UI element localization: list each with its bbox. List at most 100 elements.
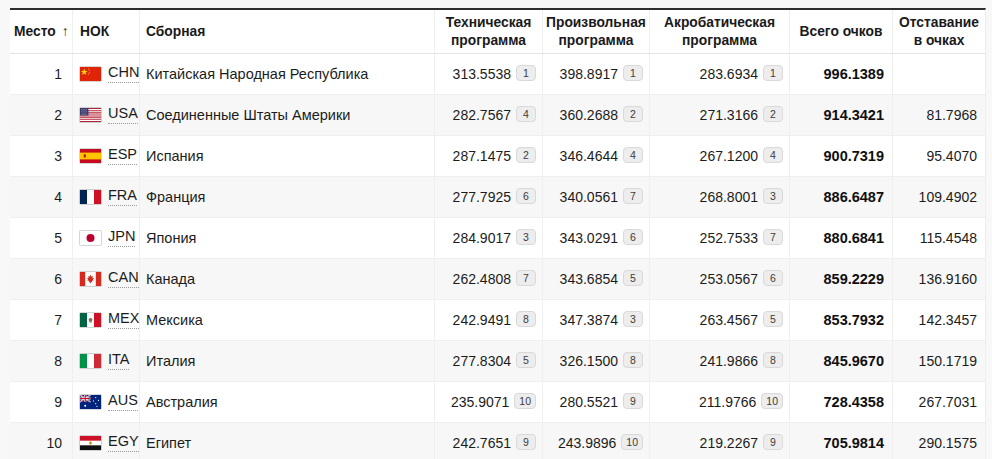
technical-rank-badge: 2: [516, 147, 536, 163]
header-cell-total[interactable]: Всего очков: [790, 10, 892, 53]
team-name: Египет: [146, 435, 191, 451]
acrobatic-rank-badge: 5: [763, 311, 783, 327]
noc-cell: FRA: [73, 177, 139, 217]
country-flag-icon: [80, 108, 101, 122]
technical-score-value: 242.9491: [453, 312, 511, 328]
acrobatic-rank-badge: 9: [763, 434, 783, 450]
total-score-value: 705.9814: [824, 435, 884, 451]
team-cell: Соединенные Штаты Америки: [140, 95, 434, 135]
acrobatic-score-cell: 268.8001 3: [650, 177, 789, 217]
noc-cell: ITA: [73, 341, 139, 381]
team-name: Канада: [146, 271, 195, 287]
table-row: 3 ESP Испания 287.1475 2 346.4644 4 267.…: [10, 136, 985, 176]
noc-code: EGY: [108, 434, 139, 451]
free-rank-badge: 5: [623, 270, 643, 286]
technical-score-cell: 242.7651 9: [435, 423, 542, 459]
country-flag-icon: [80, 190, 101, 204]
gap-cell: 115.4548: [893, 218, 985, 258]
header-cell-rank[interactable]: Место ↑: [10, 10, 72, 53]
acrobatic-score-value: 211.9766: [699, 394, 756, 410]
header-cell-team[interactable]: Сборная: [140, 10, 434, 53]
total-score-cell: 845.9670: [790, 341, 892, 381]
rank-cell: 1: [10, 54, 72, 94]
technical-score-cell: 282.7567 4: [435, 95, 542, 135]
team-cell: Япония: [140, 218, 434, 258]
table-row: 9 AUS Австралия 235.9071 10 280.5521 9 2…: [10, 382, 985, 422]
acrobatic-rank-badge: 7: [763, 229, 783, 245]
noc-code: CHN: [108, 65, 139, 82]
table-header: Место ↑ НОК Сборная Техническая программ…: [10, 10, 985, 54]
free-score-cell: 340.0561 7: [543, 177, 649, 217]
header-total-label: Всего очков: [800, 23, 883, 40]
acrobatic-score-cell: 252.7533 7: [650, 218, 789, 258]
team-name: Китайская Народная Республика: [146, 66, 368, 82]
technical-rank-badge: 5: [516, 352, 536, 368]
acrobatic-score-cell: 271.3166 2: [650, 95, 789, 135]
technical-rank-badge: 10: [514, 393, 536, 409]
noc-cell: EGY: [73, 423, 139, 459]
header-cell-free[interactable]: Произвольная программа: [543, 10, 649, 53]
header-cell-gap[interactable]: Отставание в очках: [893, 10, 985, 53]
free-rank-badge: 4: [623, 147, 643, 163]
gap-cell: 81.7968: [893, 95, 985, 135]
free-score-value: 343.6854: [560, 271, 618, 287]
total-score-value: 880.6841: [824, 230, 884, 246]
gap-value: 95.4070: [926, 148, 977, 164]
total-score-value: 859.2229: [824, 271, 884, 287]
acrobatic-score-value: 263.4567: [700, 312, 758, 328]
technical-score-value: 277.8304: [453, 353, 511, 369]
acrobatic-score-cell: 219.2267 9: [650, 423, 789, 459]
team-cell: Франция: [140, 177, 434, 217]
table-row: 6 CAN Канада 262.4808 7 343.6854 5 253.0…: [10, 259, 985, 299]
rank-value: 8: [54, 353, 62, 369]
table-row: 10 EGY Египет 242.7651 9 243.9896 10 219…: [10, 423, 985, 459]
total-score-cell: 996.1389: [790, 54, 892, 94]
gap-value: 142.3457: [919, 312, 977, 328]
noc-cell: JPN: [73, 218, 139, 258]
country-flag-icon: [80, 436, 101, 450]
gap-cell: 136.9160: [893, 259, 985, 299]
acrobatic-score-value: 283.6934: [700, 66, 758, 82]
table-row: 4 FRA Франция 277.7925 6 340.0561 7 268.…: [10, 177, 985, 217]
free-score-cell: 347.3874 3: [543, 300, 649, 340]
free-score-value: 343.0291: [560, 230, 618, 246]
acrobatic-score-cell: 267.1200 4: [650, 136, 789, 176]
total-score-cell: 900.7319: [790, 136, 892, 176]
technical-score-value: 282.7567: [453, 107, 511, 123]
rank-value: 2: [54, 107, 62, 123]
country-flag-icon: [80, 313, 101, 327]
technical-score-value: 277.7925: [453, 189, 511, 205]
header-cell-technical[interactable]: Техническая программа: [435, 10, 542, 53]
rank-cell: 4: [10, 177, 72, 217]
acrobatic-score-value: 267.1200: [700, 148, 758, 164]
technical-score-cell: 242.9491 8: [435, 300, 542, 340]
total-score-value: 914.3421: [824, 107, 884, 123]
team-name: Франция: [146, 189, 205, 205]
rank-value: 7: [54, 312, 62, 328]
country-flag-icon: [80, 272, 101, 286]
noc-cell: USA: [73, 95, 139, 135]
technical-score-value: 262.4808: [453, 271, 511, 287]
free-score-value: 280.5521: [560, 394, 618, 410]
acrobatic-score-cell: 241.9866 8: [650, 341, 789, 381]
total-score-value: 845.9670: [824, 353, 884, 369]
technical-score-cell: 287.1475 2: [435, 136, 542, 176]
header-cell-noc[interactable]: НОК: [73, 10, 139, 53]
noc-code: AUS: [108, 393, 138, 410]
team-name: Италия: [146, 353, 195, 369]
gap-value: 115.4548: [920, 230, 977, 246]
country-flag-icon: [80, 395, 101, 409]
country-flag-icon: [80, 149, 101, 163]
free-rank-badge: 3: [623, 311, 643, 327]
free-score-cell: 326.1500 8: [543, 341, 649, 381]
table-row: 5 JPN Япония 284.9017 3 343.0291 6 252.7…: [10, 218, 985, 258]
rank-value: 10: [46, 435, 62, 451]
technical-score-value: 287.1475: [453, 148, 511, 164]
header-cell-acrobatic[interactable]: Акробатическая программа: [650, 10, 789, 53]
team-cell: Австралия: [140, 382, 434, 422]
total-score-cell: 914.3421: [790, 95, 892, 135]
country-flag-icon: [80, 354, 101, 368]
technical-score-cell: 235.9071 10: [435, 382, 542, 422]
technical-score-cell: 262.4808 7: [435, 259, 542, 299]
rank-cell: 2: [10, 95, 72, 135]
